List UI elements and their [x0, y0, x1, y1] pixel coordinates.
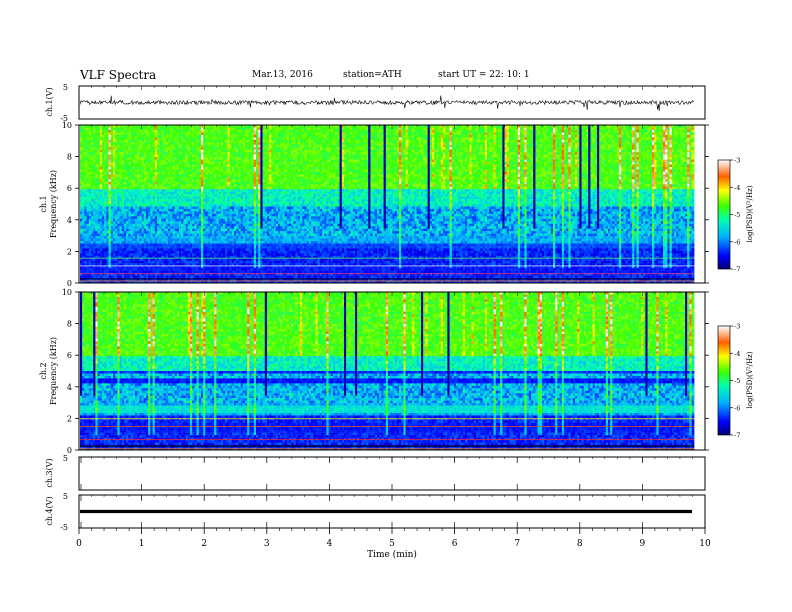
ch1-ytick-5: 5	[63, 83, 68, 92]
cb2ticks-label--5: -5	[734, 377, 740, 385]
ch2-colorbar-label: log(PSD)(V²/Hz)	[746, 351, 754, 408]
ch4-ytick-minus5: -5	[60, 523, 68, 532]
ytick2-label-4: 4	[67, 383, 72, 392]
x-tick-label-0: 0	[76, 539, 82, 549]
ch1-colorbar: -3 -4 -5 -6 -7 log(PSD)(V²/Hz)	[718, 157, 754, 274]
ytick2-label-10: 10	[62, 288, 72, 297]
cb2ticks-label--6: -6	[734, 404, 740, 412]
ch1-spec-ylabel-freq: Frequency (kHz)	[49, 170, 58, 238]
ch1-spectrogram-panel: 0 2 4 6 8 10 ch.1 Frequency (kHz) -3 -4 -5 -6 -7 …	[39, 121, 754, 288]
x-tick-label-10: 10	[699, 539, 711, 549]
x-axis-label: Time (min)	[367, 549, 417, 560]
x-tick-label-2: 2	[201, 539, 207, 549]
ytick2-label-6: 6	[67, 351, 72, 360]
x-tick-label-8: 8	[577, 539, 583, 549]
cb1ticks-label--3: -3	[734, 157, 740, 165]
ch1-ylabel: ch.1(V)	[45, 87, 54, 116]
ch4-ylabel: ch.4(V)	[45, 496, 54, 525]
ch1-waveform-line	[80, 96, 694, 112]
ytick1-label-2: 2	[67, 247, 72, 256]
ytick1-label-4: 4	[67, 216, 72, 225]
x-tick-label-3: 3	[264, 539, 270, 549]
x-tick-label-5: 5	[389, 539, 395, 549]
cb1ticks-label--4: -4	[734, 184, 740, 192]
ytick1-label-6: 6	[67, 184, 72, 193]
x-tick-label-1: 1	[139, 539, 145, 549]
ch2-spec-ylabel-freq: Frequency (kHz)	[49, 337, 58, 405]
ch1-waveform-panel: 5 -5 ch.1(V)	[45, 83, 705, 123]
ytick2-label-8: 8	[67, 320, 72, 329]
cb2ticks-label--4: -4	[734, 350, 740, 358]
cb1ticks-label--5: -5	[734, 211, 740, 219]
ch2-colorbar: -3 -4 -5 -6 -7 log(PSD)(V²/Hz)	[718, 323, 754, 440]
cb2ticks-label--3: -3	[734, 323, 740, 331]
x-tick-label-7: 7	[514, 539, 520, 549]
cb1ticks-label--7: -7	[734, 266, 740, 274]
ytick1-label-8: 8	[67, 153, 72, 162]
cb1ticks-label--6: -6	[734, 238, 740, 246]
ch4-ytick-5: 5	[63, 492, 68, 501]
ytick2-label-2: 2	[67, 414, 72, 423]
ch1-spec-ylabel: ch.1	[39, 195, 48, 212]
x-tick-label-4: 4	[327, 539, 333, 549]
ch1-colorbar-label: log(PSD)(V²/Hz)	[746, 185, 754, 242]
cb2ticks-label--7: -7	[734, 432, 740, 440]
ytick1-label-10: 10	[62, 121, 72, 130]
ch3-ytick-5: 5	[63, 454, 68, 463]
ch2-spectrogram	[80, 292, 705, 450]
x-tick-label-9: 9	[640, 539, 646, 549]
ch4-waveform-panel: 5 -5 ch.4(V)	[45, 492, 705, 532]
ytick1-label-0: 0	[67, 279, 72, 288]
ch3-waveform-panel: 5 ch.3(V)	[45, 454, 705, 490]
ch3-ylabel: ch.3(V)	[45, 458, 54, 487]
x-tick-label-6: 6	[452, 539, 458, 549]
ch2-spec-ylabel: ch.2	[39, 362, 48, 379]
ch1-spectrogram	[80, 125, 705, 283]
